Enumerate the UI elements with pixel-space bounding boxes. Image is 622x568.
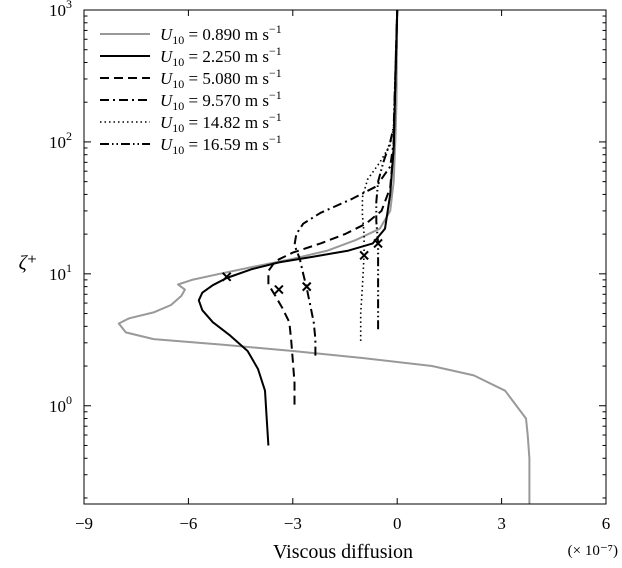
x-axis-label: Viscous diffusion [273, 541, 413, 563]
y-tick-label: 103 [49, 0, 72, 20]
x-tick-label: −6 [179, 514, 197, 533]
cross-marker-5 [373, 238, 383, 249]
x-tick-label: −9 [75, 514, 93, 533]
cross-marker-1 [221, 272, 232, 282]
legend-entry-3: U10 = 5.080 m s−1 [160, 66, 282, 91]
y-axis-label: ζ⁺ [19, 252, 38, 274]
series-line-4 [293, 10, 399, 356]
cross-markers [221, 238, 383, 295]
x-tick-label: −3 [284, 514, 302, 533]
y-tick-label: 101 [49, 261, 72, 284]
series-lines [117, 10, 531, 504]
x-scale-note: (× 10⁻⁷) [568, 543, 618, 559]
y-tick-labels: 100 101 102 103 [49, 0, 72, 416]
y-tick-label: 100 [49, 393, 72, 416]
x-tick-label: 3 [497, 514, 506, 533]
x-tick-label: 0 [393, 514, 402, 533]
series-line-5 [359, 10, 398, 341]
y-tick-label: 102 [49, 129, 72, 152]
cross-marker-4 [359, 250, 369, 261]
plot-frame [83, 9, 607, 505]
x-tick-label: 6 [602, 514, 611, 533]
legend-entry-1: U10 = 0.890 m s−1 [160, 22, 282, 47]
series-line-3 [267, 10, 399, 405]
series-line-2 [197, 10, 399, 446]
axis-ticks [83, 9, 607, 504]
series-line-6 [375, 10, 399, 330]
cross-marker-3 [302, 281, 312, 292]
series-line-1 [117, 10, 531, 504]
cross-marker-2 [274, 284, 284, 295]
x-tick-labels: −9 −6 −3 0 3 6 [75, 514, 610, 533]
legend-entry-5: U10 = 14.82 m s−1 [160, 110, 282, 135]
legend-entry-2: U10 = 2.250 m s−1 [160, 44, 282, 69]
legend-entry-4: U10 = 9.570 m s−1 [160, 88, 282, 113]
legend-entry-6: U10 = 16.59 m s−1 [160, 132, 282, 157]
